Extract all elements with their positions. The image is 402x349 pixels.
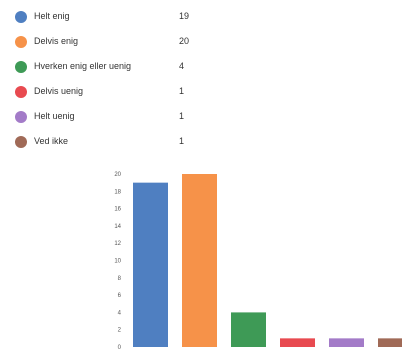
y-tick-label: 14 [114,224,121,230]
legend-label: Delvis uenig [34,86,84,96]
y-axis-ticks: 0 2 4 6 8 10 12 14 16 18 20 [114,172,121,349]
bar-delvis-enig[interactable] [182,174,217,347]
legend-dot [15,61,27,73]
y-tick-label: 2 [118,328,122,334]
legend-label: Hverken enig eller uenig [34,61,132,71]
bar-ved-ikke[interactable] [378,338,402,347]
legend-item-delvis-uenig[interactable]: Delvis uenig 1 [0,81,402,105]
legend-label: Ved ikke [34,136,69,146]
bar-helt-uenig[interactable] [329,338,364,347]
bar-chart: 0 2 4 6 8 10 12 14 16 18 20 [114,172,402,349]
y-tick-label: 8 [118,276,122,282]
legend-count: 1 [179,86,185,96]
legend-item-ved-ikke[interactable]: Ved ikke 1 [0,131,402,155]
legend-label: Delvis enig [34,36,79,46]
legend-count: 4 [179,61,185,71]
y-tick-label: 4 [118,310,122,316]
legend-item-helt-uenig[interactable]: Helt uenig 1 [0,106,402,130]
bar-hverken-enig-eller-uenig[interactable] [231,312,266,347]
legend-label: Helt enig [34,11,70,21]
bar-delvis-uenig[interactable] [280,338,315,347]
y-tick-label: 16 [114,207,121,213]
legend-dot [15,136,27,148]
y-tick-label: 0 [118,345,122,349]
legend-dot [15,86,27,98]
legend-count: 1 [179,136,185,146]
legend-item-delvis-enig[interactable]: Delvis enig 20 [0,31,402,55]
legend-item-helt-enig[interactable]: Helt enig 19 [0,6,402,30]
y-tick-label: 10 [114,259,121,265]
legend-item-hverken-enig-eller-uenig[interactable]: Hverken enig eller uenig 4 [0,56,402,80]
legend-dot [15,36,27,48]
legend-count: 19 [179,11,190,21]
legend-count: 20 [179,36,190,46]
legend-label: Helt uenig [34,111,75,121]
legend-dot [15,11,27,23]
bar-helt-enig[interactable] [133,182,168,347]
y-tick-label: 6 [118,293,122,299]
bars [133,174,402,347]
legend-dot [15,111,27,123]
y-tick-label: 18 [114,189,121,195]
y-tick-label: 12 [114,241,121,247]
legend-count: 1 [179,111,185,121]
y-tick-label: 20 [114,172,121,178]
